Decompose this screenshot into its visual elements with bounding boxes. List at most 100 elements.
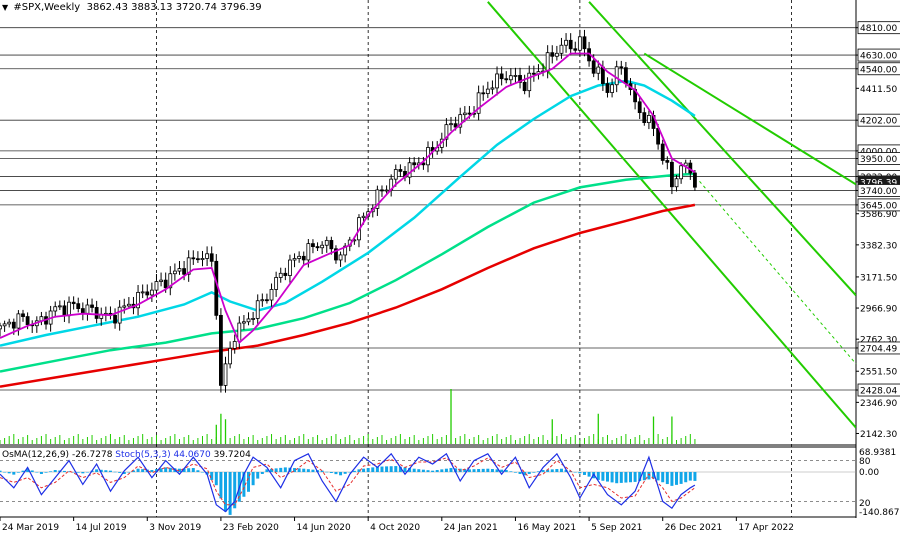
osma-histogram-bar [3, 472, 7, 473]
stoch-signal-line [0, 457, 696, 506]
osma-histogram-bar [463, 469, 467, 472]
sma-long-line [0, 203, 696, 388]
price-label-box [857, 152, 900, 165]
candle-body [619, 66, 624, 69]
osma-histogram-bar [523, 472, 527, 476]
osma-histogram-bar [293, 468, 297, 472]
price-tick-label: 2704.49 [860, 344, 897, 354]
osma-histogram-bar [444, 468, 448, 472]
symbol-dropdown-icon[interactable]: ▼ [2, 3, 9, 12]
osma-histogram-bar [21, 470, 25, 472]
candle-body [242, 321, 246, 324]
price-tick-label: 4540.00 [860, 65, 897, 75]
candle-body [591, 60, 596, 74]
candle-body [329, 240, 334, 250]
osma-histogram-bar [242, 472, 246, 497]
osma-histogram-bar [122, 472, 126, 474]
price-tick-label: 3950.00 [860, 155, 897, 165]
osma-histogram-bar [675, 472, 679, 485]
candle-body [269, 289, 274, 301]
candle-body [375, 189, 380, 209]
open-value: 3862.43 [86, 2, 128, 13]
candle-body [145, 291, 150, 296]
price-tick-label: 2428.04 [860, 387, 897, 397]
oscillator-axis-label: 20 [859, 499, 871, 509]
osma-histogram-bar [44, 472, 48, 473]
osma-histogram-bar [426, 470, 430, 472]
osma-histogram-bar [228, 472, 232, 515]
candle-body [338, 254, 343, 261]
osma-value: -26.7278 [71, 450, 113, 460]
candle-body [665, 160, 670, 163]
candle-body [380, 189, 384, 192]
candle-body [554, 52, 559, 57]
candle-body [113, 314, 117, 324]
osma-histogram-bar [159, 468, 163, 472]
price-tick-label: 3645.00 [860, 201, 897, 211]
candle-body [177, 268, 182, 272]
candle-body [568, 39, 573, 50]
price-tick-label: 3740.00 [860, 187, 897, 197]
osma-histogram-bar [652, 472, 656, 479]
osma-histogram-bar [247, 472, 251, 492]
candle-body [522, 81, 527, 92]
candle-body [62, 305, 67, 317]
sma-slow-line [0, 172, 695, 373]
candle-body [57, 305, 62, 308]
osma-histogram-bar [670, 472, 674, 486]
osma-histogram-bar [693, 472, 697, 481]
osma-histogram-bar [587, 472, 591, 477]
osma-histogram-bar [518, 472, 522, 474]
oscillator-axis-label: 80 [859, 457, 871, 467]
osma-histogram-bar [12, 472, 16, 475]
osma-histogram-bar [546, 469, 550, 472]
osma-histogram-bar [39, 472, 43, 474]
osma-histogram-bar [661, 472, 665, 483]
osma-histogram-bar [81, 472, 85, 474]
date-tick-label: 3 Nov 2019 [149, 523, 201, 533]
candle-body [458, 114, 463, 128]
osma-histogram-bar [362, 468, 366, 472]
candle-body [67, 301, 71, 317]
date-tick-label: 4 Oct 2020 [370, 523, 420, 533]
candle-body [136, 291, 140, 309]
price-tick-label: 3586.90 [860, 210, 897, 220]
candle-body [545, 52, 550, 72]
osma-histogram-bar [555, 469, 559, 472]
osma-histogram-bar [99, 469, 103, 472]
osma-histogram-bar [251, 472, 255, 486]
price-tick-label: 2966.90 [860, 305, 897, 315]
osma-histogram-bar [325, 471, 329, 473]
osma-histogram-bar [302, 468, 306, 472]
candle-body [485, 88, 490, 94]
price-tick-label: 3382.30 [860, 241, 897, 251]
osma-histogram-bar [200, 472, 204, 473]
projection-line [699, 180, 857, 365]
osma-histogram-bar [624, 472, 628, 483]
osma-histogram-bar [421, 469, 425, 472]
osma-histogram-bar [224, 472, 228, 512]
channel-line [643, 52, 856, 186]
osma-histogram-bar [164, 467, 168, 472]
osma-histogram-bar [35, 472, 39, 473]
candle-body [260, 299, 265, 302]
osma-histogram-bar [283, 467, 287, 472]
price-label-box [857, 62, 900, 76]
osma-histogram-bar [665, 472, 669, 485]
candle-body [251, 318, 256, 320]
candle-body [679, 165, 684, 180]
candle-body [232, 341, 237, 349]
osma-histogram-bar [619, 472, 623, 483]
osma-histogram-bar [633, 472, 637, 482]
osma-histogram-bar [536, 471, 540, 472]
osma-histogram-bar [679, 472, 683, 484]
osma-histogram-bar [108, 470, 112, 472]
osma-histogram-bar [440, 469, 444, 472]
candle-body [11, 321, 16, 329]
candle-body [209, 253, 214, 262]
price-tick-label: 4630.00 [860, 52, 897, 62]
osma-histogram-bar [67, 471, 71, 472]
osma-histogram-bar [513, 472, 517, 473]
